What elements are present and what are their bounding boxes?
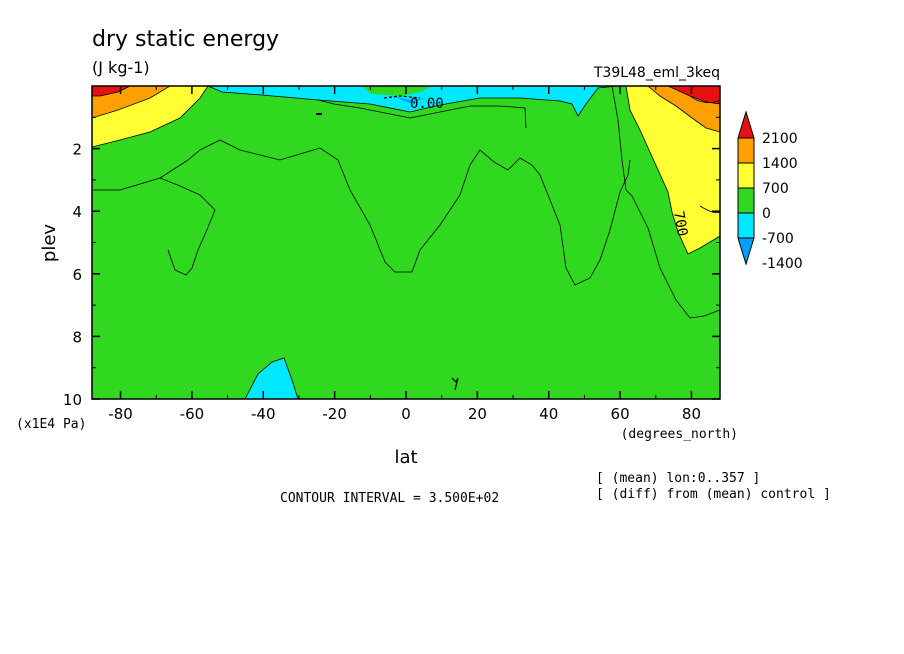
x-tick-label: -60 <box>180 405 205 423</box>
positive-core-south <box>92 86 171 119</box>
colorbar-swatch <box>737 137 755 164</box>
x-axis-units: (degrees_north) <box>621 427 738 442</box>
contour-label: 0.00 <box>410 96 444 112</box>
colorbar-label: -1400 <box>762 256 803 272</box>
colorbar: 2100 1400 700 0 -700 -1400 <box>737 110 803 272</box>
contour-line <box>689 95 720 104</box>
contour-line <box>451 377 459 391</box>
chart-title: dry static energy <box>92 27 279 52</box>
positive-peak-north <box>667 86 720 105</box>
contour-line-dashed <box>383 95 421 99</box>
colorbar-label: 700 <box>762 181 789 197</box>
contour-line <box>699 205 720 214</box>
y-axis-title: plev <box>39 224 60 263</box>
x-tick-label: -20 <box>322 405 347 423</box>
negative-region-bottom <box>244 357 299 399</box>
contour-line <box>317 99 527 129</box>
x-tick-label: 60 <box>611 405 630 423</box>
field-background <box>92 86 720 399</box>
x-tick-label: -40 <box>251 405 276 423</box>
y-axis: 2 4 6 8 10 <box>63 116 720 409</box>
y-tick-label: 2 <box>72 141 82 159</box>
colorbar-label: 2100 <box>762 131 798 147</box>
x-tick-label: 80 <box>682 405 701 423</box>
colorbar-label: -700 <box>762 231 794 247</box>
contour-line <box>625 189 720 319</box>
colorbar-label: 1400 <box>762 156 798 172</box>
colorbar-extend-max <box>737 110 755 139</box>
colorbar-swatch <box>737 187 755 214</box>
colorbar-extend-min <box>737 237 755 266</box>
y-tick-label: 4 <box>72 203 82 221</box>
y-tick-label: 8 <box>72 328 82 346</box>
positive-region-north <box>625 86 720 255</box>
colorbar-swatch <box>737 162 755 189</box>
contour-line <box>611 86 627 191</box>
note-mean-lon: [ (mean) lon:0..357 ] <box>596 471 760 486</box>
colorbar-label: 0 <box>762 206 771 222</box>
contour-interval: CONTOUR INTERVAL = 3.500E+02 <box>280 491 499 506</box>
x-tick-label: 40 <box>539 405 558 423</box>
chart-units: (J kg-1) <box>92 58 150 77</box>
plot-area: 0.00 700 <box>92 86 720 399</box>
field-patch-top <box>362 86 432 96</box>
y-tick-label: 10 <box>63 391 82 409</box>
y-tick-label: 6 <box>72 266 82 284</box>
x-tick-label: -80 <box>108 405 133 423</box>
x-axis-title: lat <box>394 447 417 468</box>
contour-label: 700 <box>670 210 690 238</box>
y-axis-units: (x1E4 Pa) <box>16 417 86 432</box>
contour-line <box>159 177 216 276</box>
negative-core-top <box>392 96 426 103</box>
x-tick-label: 20 <box>468 405 487 423</box>
x-tick-label: 0 <box>401 405 411 423</box>
x-axis: -80 -60 -40 -20 0 20 40 60 80 <box>108 86 701 423</box>
contour-line <box>92 139 631 286</box>
colorbar-swatch <box>737 212 755 239</box>
run-label: T39L48_eml_3keq <box>593 65 720 81</box>
note-diff: [ (diff) from (mean) control ] <box>596 487 831 502</box>
